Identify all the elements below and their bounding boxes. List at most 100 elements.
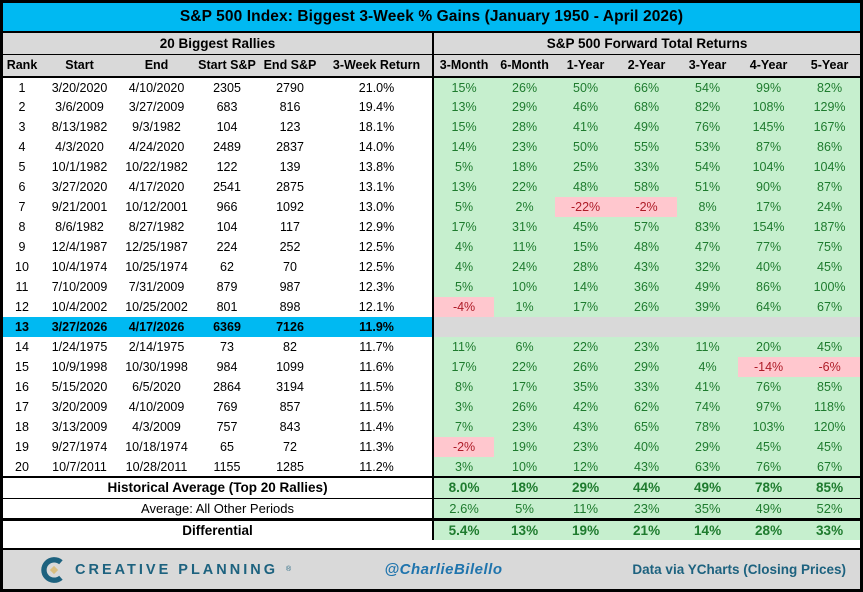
- start-sp-cell: 2864: [195, 377, 259, 397]
- forward-return-cell: 47%: [677, 237, 739, 257]
- start-date-cell: 9/21/2001: [41, 197, 118, 217]
- forward-return-cell: 103%: [738, 417, 800, 437]
- forward-return-cell: 45%: [799, 257, 860, 277]
- forward-return-cell: 26%: [555, 357, 617, 377]
- forward-return-cell: 36%: [616, 277, 678, 297]
- forward-return-cell: 97%: [738, 397, 800, 417]
- table-row: 2 3/6/2009 3/27/2009 683 816 19.4% 13% 29% 46% 68…: [3, 97, 860, 117]
- start-date-cell: 7/10/2009: [41, 277, 118, 297]
- three-week-return-cell: 12.5%: [321, 257, 434, 277]
- forward-return-cell: 45%: [555, 217, 617, 237]
- forward-return-cell: 14%: [555, 277, 617, 297]
- forward-return-cell: 11%: [677, 337, 739, 357]
- forward-return-cell: 2%: [494, 197, 556, 217]
- start-date-cell: 3/20/2020: [41, 77, 118, 97]
- three-week-return-cell: 13.1%: [321, 177, 434, 197]
- summary-value-cell: 13%: [494, 517, 556, 540]
- forward-return-cell: 54%: [677, 157, 739, 177]
- table-row: 17 3/20/2009 4/10/2009 769 857 11.5% 3% 26% 42% 6…: [3, 397, 860, 417]
- summary-value-cell: 28%: [738, 517, 800, 540]
- summary-value-cell: 8.0%: [432, 476, 495, 498]
- summary-value-cell: 29%: [555, 476, 617, 498]
- three-week-return-cell: 11.3%: [321, 437, 434, 457]
- end-sp-cell: 2875: [259, 177, 321, 197]
- forward-return-cell: 55%: [616, 137, 678, 157]
- forward-return-cell: 11%: [494, 237, 556, 257]
- start-date-cell: 3/27/2026: [41, 317, 118, 337]
- end-date-cell: 10/30/1998: [118, 357, 195, 377]
- rank-cell: 7: [3, 197, 41, 217]
- table-row: 7 9/21/2001 10/12/2001 966 1092 13.0% 5% 2% -22%…: [3, 197, 860, 217]
- forward-return-cell: 19%: [494, 437, 556, 457]
- page-title: S&P 500 Index: Biggest 3-Week % Gains (J…: [179, 8, 684, 25]
- start-date-cell: 8/13/1982: [41, 117, 118, 137]
- section-header-left: 20 Biggest Rallies: [3, 33, 434, 55]
- forward-return-cell: 22%: [494, 357, 556, 377]
- forward-return-cell-empty: [432, 317, 495, 337]
- three-week-return-cell: 12.5%: [321, 237, 434, 257]
- forward-return-cell: 104%: [738, 157, 800, 177]
- forward-return-cell: 66%: [616, 77, 678, 97]
- column-header-row: Rank Start End Start S&P End S&P 3-Week Retur…: [3, 54, 860, 78]
- forward-return-cell: 64%: [738, 297, 800, 317]
- start-sp-cell: 104: [195, 117, 259, 137]
- forward-return-cell: 42%: [555, 397, 617, 417]
- end-date-cell: 8/27/1982: [118, 217, 195, 237]
- forward-return-cell: 82%: [677, 97, 739, 117]
- forward-return-cell: 5%: [432, 277, 495, 297]
- forward-return-cell: 63%: [677, 457, 739, 477]
- forward-return-cell: 23%: [555, 437, 617, 457]
- forward-return-cell-empty: [677, 317, 739, 337]
- forward-return-cell: 11%: [432, 337, 495, 357]
- forward-return-cell: -22%: [555, 197, 617, 217]
- col-header-start-s-p: Start S&P: [195, 54, 259, 78]
- forward-return-cell: 43%: [616, 257, 678, 277]
- forward-return-cell: 17%: [432, 357, 495, 377]
- table-row: 6 3/27/2020 4/17/2020 2541 2875 13.1% 13% 22% 48…: [3, 177, 860, 197]
- table-row: 1 3/20/2020 4/10/2020 2305 2790 21.0% 15% 26% 50…: [3, 77, 860, 97]
- summary-label: Average: All Other Periods: [3, 497, 434, 519]
- summary-value-cell: 19%: [555, 517, 617, 540]
- three-week-return-cell: 18.1%: [321, 117, 434, 137]
- end-sp-cell: 843: [259, 417, 321, 437]
- end-date-cell: 4/10/2009: [118, 397, 195, 417]
- table-body: 1 3/20/2020 4/10/2020 2305 2790 21.0% 15% 26% 50…: [3, 77, 860, 477]
- table-row: 10 10/4/1974 10/25/1974 62 70 12.5% 4% 24% 28% 43…: [3, 257, 860, 277]
- three-week-return-cell: 19.4%: [321, 97, 434, 117]
- forward-return-cell: 15%: [432, 77, 495, 97]
- forward-return-cell: 54%: [677, 77, 739, 97]
- forward-return-cell: 74%: [677, 397, 739, 417]
- rank-cell: 18: [3, 417, 41, 437]
- summary-value-cell: 11%: [555, 497, 617, 519]
- rank-cell: 4: [3, 137, 41, 157]
- forward-return-cell: 31%: [494, 217, 556, 237]
- summary-value-cell: 5%: [494, 497, 556, 519]
- start-sp-cell: 6369: [195, 317, 259, 337]
- rank-cell: 11: [3, 277, 41, 297]
- table-row: 9 12/4/1987 12/25/1987 224 252 12.5% 4% 11% 15% 4…: [3, 237, 860, 257]
- forward-return-cell: 78%: [677, 417, 739, 437]
- forward-return-cell: 17%: [555, 297, 617, 317]
- summary-value-cell: 49%: [677, 476, 739, 498]
- start-date-cell: 5/15/2020: [41, 377, 118, 397]
- end-sp-cell: 117: [259, 217, 321, 237]
- data-table: 20 Biggest Rallies S&P 500 Forward Total…: [3, 33, 860, 540]
- summary-value-cell: 85%: [799, 476, 860, 498]
- forward-return-cell: 17%: [494, 377, 556, 397]
- forward-return-cell: 76%: [677, 117, 739, 137]
- forward-return-cell: 29%: [677, 437, 739, 457]
- start-date-cell: 8/6/1982: [41, 217, 118, 237]
- forward-return-cell: 68%: [616, 97, 678, 117]
- forward-return-cell-empty: [616, 317, 678, 337]
- end-date-cell: 10/25/1974: [118, 257, 195, 277]
- end-sp-cell: 72: [259, 437, 321, 457]
- summary-row: Differential 5.4% 13% 19% 21% 14% 28% 33%: [3, 517, 860, 540]
- forward-return-cell: 26%: [494, 397, 556, 417]
- brand-name: CREATIVE PLANNING: [75, 561, 278, 578]
- col-header-3-week-return: 3-Week Return: [321, 54, 434, 78]
- rank-cell: 17: [3, 397, 41, 417]
- forward-return-cell: 67%: [799, 297, 860, 317]
- rank-cell: 5: [3, 157, 41, 177]
- start-sp-cell: 683: [195, 97, 259, 117]
